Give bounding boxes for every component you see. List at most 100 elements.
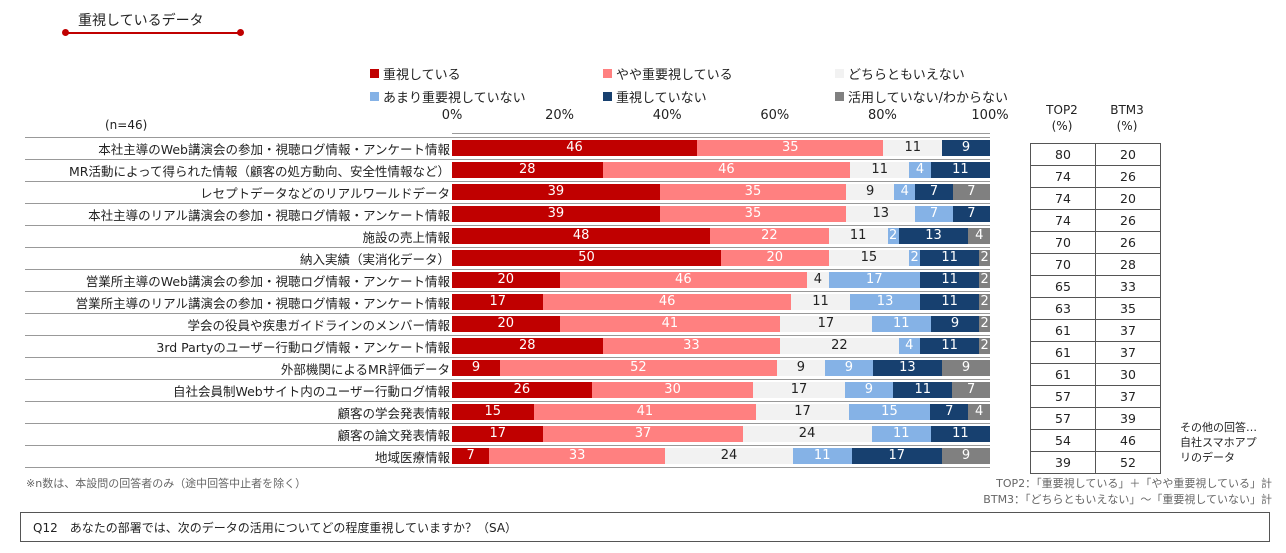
bar-segment: 9 [846,184,895,200]
btm3-header: BTM3 (%) [1110,103,1144,133]
bar-segment: 2 [979,338,990,354]
x-tick-label: 100% [971,108,1009,123]
bar-segment: 39 [452,184,660,200]
legend-label: 活用していない/わからない [848,91,1008,106]
legend-item: やや重要視している [603,64,733,83]
category-label: 自社会員制Webサイト内のユーザー行動ログ情報 [172,384,450,399]
bar-segment: 15 [452,404,534,420]
btm3-value: 30 [1096,364,1160,386]
title-underline [66,32,240,34]
sample-size: (n=46) [105,118,148,132]
btm3-value: 52 [1096,452,1160,474]
bar-segment: 15 [848,404,931,420]
btm3-column: 20 26 20 26 26 28 33 35 37 37 30 37 39 46 52 [1095,143,1161,474]
bar-segment: 17 [828,272,921,288]
bar-segment: 7 [930,404,969,420]
bar-segment: 17 [780,316,872,332]
x-tick-label: 60% [760,108,790,123]
row-divider [25,401,990,402]
bar-segment: 17 [756,404,849,420]
bar-segment: 2 [979,294,990,310]
x-tick-label: 80% [867,108,897,123]
btm3-value: 37 [1096,342,1160,364]
bar-segment: 46 [452,140,698,156]
bar-segment: 17 [753,382,845,398]
row-divider [25,423,990,424]
category-label: 施設の売上情報 [362,230,450,245]
row-divider [25,225,990,226]
bar-segment: 41 [559,316,781,332]
legend-label: 重視していない [616,91,707,106]
row-divider [25,137,990,138]
bar-segment: 15 [828,250,910,266]
row-divider [25,379,990,380]
category-label: 3rd Partyのユーザー行動ログ情報・アンケート情報 [156,340,450,355]
bar-segment: 9 [942,360,990,376]
bar-segment: 2 [909,250,921,266]
btm3-definition: BTM3：「どちらともいえない」〜「重要視していない」計 [983,493,1272,506]
legend-item: 重視していない [603,87,707,106]
bar-segment: 11 [893,382,953,398]
bar-segment: 4 [898,338,921,354]
bar-segment: 11 [920,338,980,354]
bar-segment: 41 [533,404,757,420]
bar-segment: 7 [915,184,953,200]
bar-segment: 4 [968,228,990,244]
bar-segment: 39 [452,206,660,222]
top2-value: 63 [1031,298,1095,320]
bar-segment: 46 [559,272,808,288]
bar-segment: 7 [952,206,990,222]
bar-segment: 7 [952,184,990,200]
legend-swatch [835,92,844,101]
category-label: 顧客の学会発表情報 [337,406,450,421]
row-divider [25,269,990,270]
bar-segment: 24 [742,426,872,442]
bar-segment: 13 [846,206,916,222]
bar-segment: 13 [898,228,969,244]
top2-value: 61 [1031,342,1095,364]
bar-segment: 37 [543,426,743,442]
bar-segment: 17 [452,426,544,442]
bar-segment: 17 [851,448,943,464]
top2-value: 57 [1031,386,1095,408]
top2-column: 80 74 74 74 70 70 65 63 61 61 61 57 57 54 39 [1030,143,1096,474]
bar-segment: 20 [721,250,829,266]
bar-segment: 11 [920,272,980,288]
category-label: 納入実績（実消化データ） [299,252,450,267]
bar-segment: 9 [824,360,873,376]
bar-segment: 52 [499,360,777,376]
bar-segment: 2 [979,250,990,266]
bar-segment: 35 [659,206,847,222]
legend-item: 重視している [370,64,461,83]
underline-dot [62,29,69,36]
bar-segment: 17 [452,294,544,310]
underline-dot [237,29,244,36]
top2-value: 39 [1031,452,1095,474]
bar-segment: 4 [909,162,931,178]
legend-swatch [603,92,612,101]
chart-title: 重視しているデータ [78,13,204,29]
category-label: レセプトデータなどのリアルワールドデータ [200,186,450,201]
btm3-value: 20 [1096,188,1160,210]
top2-value: 54 [1031,430,1095,452]
legend-label: あまり重要視していない [383,91,526,106]
bar-segment: 11 [920,250,980,266]
bar-segment: 11 [930,162,990,178]
btm3-value: 37 [1096,386,1160,408]
row-divider [25,181,990,182]
top2-value: 74 [1031,166,1095,188]
bar-segment: 9 [844,382,894,398]
bar-segment: 11 [871,426,931,442]
legend-item: 活用していない/わからない [835,87,1008,106]
bar-segment: 7 [952,382,990,398]
top2-definition: TOP2：「重要視している」＋「やや重要視している」計 [996,477,1272,490]
legend-label: どちらともいえない [848,68,965,83]
legend-item: あまり重要視していない [370,87,526,106]
x-tick-label: 0% [441,108,463,123]
category-label: 本社主導のリアル講演会の参加・視聴ログ情報・アンケート情報 [88,208,450,223]
btm3-value: 37 [1096,320,1160,342]
btm3-value: 26 [1096,232,1160,254]
bar-segment: 2 [979,272,990,288]
bar-segment: 13 [872,360,943,376]
top2-value: 70 [1031,254,1095,276]
